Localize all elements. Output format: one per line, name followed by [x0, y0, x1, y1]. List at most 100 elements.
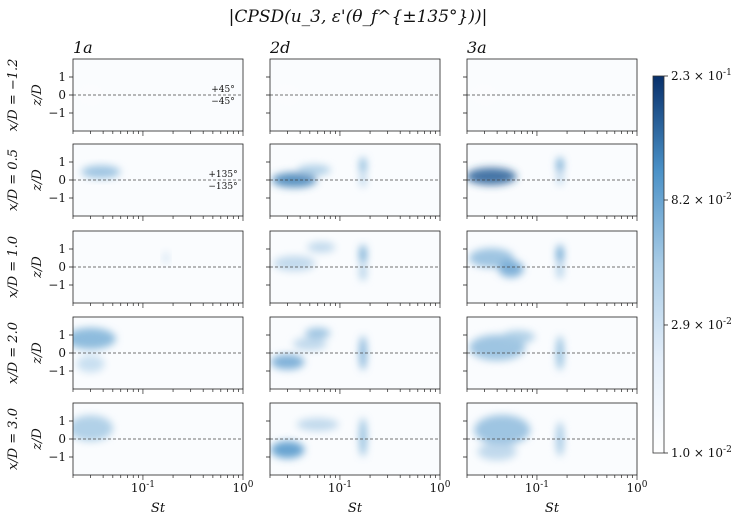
heatmap-blob — [474, 414, 531, 446]
x-tick-label: 10-1 — [525, 480, 549, 495]
column-title: 2d — [269, 38, 290, 57]
y-tick-label: −1 — [48, 450, 66, 464]
panel-r4-c2: 10-1 100 St — [463, 402, 648, 516]
x-tick-label: 100 — [626, 480, 647, 495]
y-axis-label: z/D — [30, 169, 45, 192]
row-label: x/D = −1.2 — [6, 59, 21, 132]
heatmap-blobs — [73, 327, 116, 373]
panel-r0-c0: 1 0 −1z/D x/D = −1.2 1a +45° −45° — [6, 38, 244, 136]
heatmap-blobs — [270, 417, 367, 459]
row-label: x/D = 1.0 — [6, 236, 21, 298]
panel-r4-c0: 1 0 −1z/D x/D = 3.0 10-1 100 St — [6, 402, 254, 516]
heatmap-blob — [556, 170, 564, 186]
colorbar-tick-label: 1.0 × 10-2 — [671, 445, 732, 460]
panel-r2-c2 — [463, 230, 638, 308]
y-tick-label: 1 — [58, 414, 66, 428]
row-label: x/D = 0.5 — [6, 149, 21, 211]
panel-r1-c0: 1 0 −1z/D x/D = 0.5 +135° −135° — [6, 143, 244, 221]
y-tick-label: 1 — [58, 328, 66, 342]
colorbar-tick-label: 2.3 × 10-1 — [671, 68, 732, 83]
heatmap-blob — [556, 156, 564, 175]
colorbar-gradient — [652, 75, 665, 454]
panel-r3-c0: 1 0 −1z/D x/D = 2.0 — [6, 316, 244, 394]
y-tick-label: −1 — [48, 191, 66, 205]
heatmap-blob — [163, 251, 169, 265]
heatmap-blobs — [468, 244, 564, 280]
heatmap-blob — [273, 255, 316, 271]
annotation-upper: +45° — [211, 85, 235, 95]
heatmap-blob — [467, 167, 517, 186]
panel-r0-c2: 3a — [463, 38, 638, 136]
panel-r0-c1: 2d — [266, 38, 441, 136]
heatmap-blob — [76, 355, 105, 373]
heatmap-blob — [359, 417, 367, 457]
heatmap-blob — [81, 165, 121, 179]
heatmap-blobs — [163, 251, 169, 265]
annotation-lower: −135° — [208, 182, 237, 192]
heatmap-blob — [359, 156, 367, 175]
heatmap-blob — [73, 415, 114, 442]
x-tick-label: 100 — [429, 480, 450, 495]
y-tick-label: −1 — [48, 364, 66, 378]
panel-r2-c1 — [266, 230, 441, 308]
figure-title: |CPSD(u_3, ε'(θ_f^{±135°}))| — [229, 7, 488, 27]
y-tick-label: −1 — [48, 106, 66, 120]
heatmap-blob — [501, 330, 536, 344]
column-title: 1a — [73, 38, 93, 57]
row-label: x/D = 3.0 — [6, 408, 21, 470]
y-tick-label: 0 — [58, 260, 66, 274]
panels: 10−1z/Dx/D = −1.21a+45°−45°2d 3a10−1z/Dx/… — [6, 38, 648, 516]
annotation-lower: −45° — [211, 97, 235, 107]
y-tick-label: 1 — [58, 242, 66, 256]
y-tick-label: 0 — [58, 432, 66, 446]
column-title: 3a — [467, 38, 487, 57]
panel-r4-c1: 10-1 100 St — [266, 402, 451, 516]
heatmap-blob — [270, 441, 305, 459]
heatmap-blob — [296, 418, 339, 432]
heatmap-blobs — [271, 156, 367, 188]
heatmap-blobs — [73, 415, 114, 442]
heatmap-blob — [293, 337, 327, 351]
heatmap-blobs — [270, 327, 367, 371]
y-tick-label: 0 — [58, 88, 66, 102]
y-tick-label: 0 — [58, 173, 66, 187]
heatmap-blob — [359, 244, 367, 265]
x-axis-label: St — [151, 501, 166, 516]
panel-r2-c0: 1 0 −1z/D x/D = 1.0 — [6, 230, 244, 308]
y-tick-label: 0 — [58, 346, 66, 360]
colorbar-ticks: 2.3 × 10-1 8.2 × 10-2 2.9 × 10-2 1.0 × 10-2 — [664, 68, 732, 460]
heatmap-blob — [307, 241, 336, 253]
colorbar-tick-label: 8.2 × 10-2 — [671, 192, 732, 207]
x-tick-label: 10-1 — [328, 480, 352, 495]
colorbar: 2.3 × 10-1 8.2 × 10-2 2.9 × 10-2 1.0 × 10-2 — [652, 68, 732, 460]
heatmap-blobs — [474, 414, 564, 461]
heatmap-blob — [271, 172, 317, 188]
y-tick-label: 1 — [58, 155, 66, 169]
heatmap-blob — [297, 164, 331, 176]
annotation-upper: +135° — [208, 170, 237, 180]
heatmap-blob — [270, 354, 305, 370]
heatmap-blob — [556, 244, 564, 265]
heatmap-blob — [305, 327, 331, 339]
x-axis-label: St — [348, 501, 363, 516]
panel-r3-c2 — [463, 316, 638, 394]
y-axis-label: z/D — [30, 428, 45, 451]
y-tick-label: 1 — [58, 70, 66, 84]
heatmap-blobs — [81, 165, 121, 179]
heatmap-blobs — [467, 156, 564, 186]
y-axis-label: z/D — [30, 256, 45, 279]
heatmap-blobs — [273, 241, 367, 282]
x-tick-label: 10-1 — [131, 480, 155, 495]
row-label: x/D = 2.0 — [6, 322, 21, 384]
heatmap-blob — [73, 327, 116, 350]
heatmap-blob — [498, 260, 524, 278]
colorbar-tick-label: 2.9 × 10-2 — [671, 317, 732, 332]
heatmap-blob — [556, 261, 564, 280]
heatmap-blob — [477, 442, 517, 461]
y-tick-label: −1 — [48, 278, 66, 292]
x-axis-label: St — [545, 501, 560, 516]
panel-r1-c1 — [266, 143, 441, 221]
y-axis-label: z/D — [30, 342, 45, 365]
